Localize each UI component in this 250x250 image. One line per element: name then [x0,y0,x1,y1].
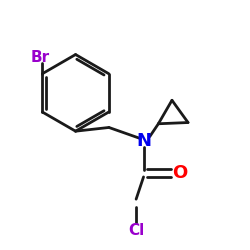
Text: Br: Br [30,50,50,65]
Text: N: N [136,132,151,150]
Text: O: O [172,164,187,182]
Text: Cl: Cl [128,222,144,238]
